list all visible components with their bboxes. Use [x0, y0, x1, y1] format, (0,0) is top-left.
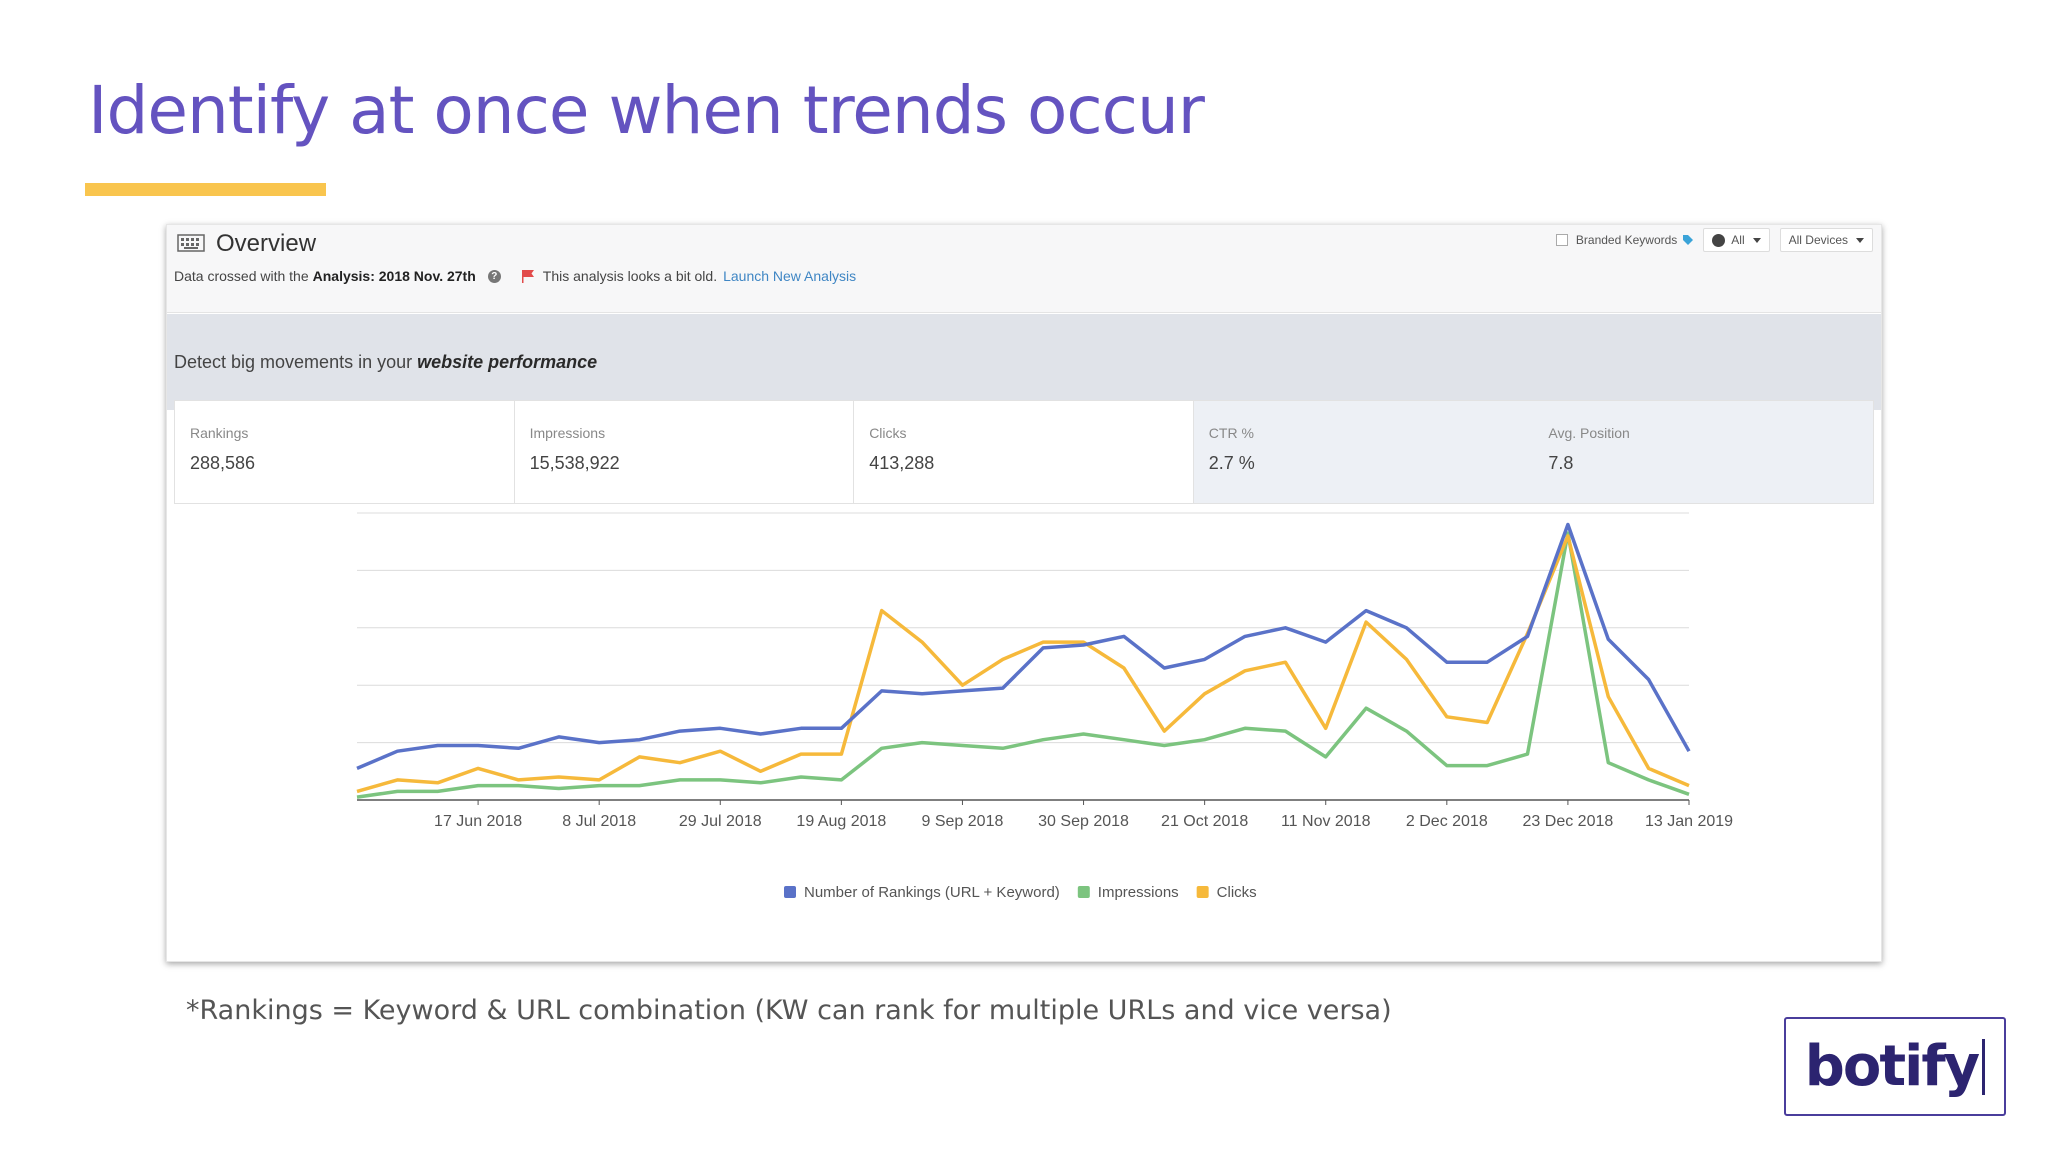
- legend-label: Number of Rankings (URL + Keyword): [804, 884, 1060, 901]
- metric-value: 288,586: [190, 453, 256, 473]
- metric-ctr[interactable]: CTR % 2.7 %: [1193, 401, 1534, 503]
- x-tick-label: 13 Jan 2019: [1645, 813, 1733, 830]
- metrics-row: Rankings 288,586 Impressions 15,538,922 …: [174, 400, 1874, 504]
- keyboard-icon: [177, 234, 205, 252]
- old-analysis-warning: This analysis looks a bit old.: [542, 268, 718, 284]
- metric-label: CTR %: [1208, 425, 1254, 441]
- devices-dropdown[interactable]: All Devices: [1779, 228, 1873, 252]
- globe-icon: [1712, 233, 1726, 247]
- footnote: *Rankings = Keyword & URL combination (K…: [186, 995, 1392, 1026]
- devices-value: All Devices: [1788, 233, 1848, 247]
- country-value: All: [1731, 233, 1745, 247]
- branded-keywords-checkbox[interactable]: [1555, 234, 1568, 246]
- section-heading-prefix: Detect big movements in your: [174, 352, 413, 372]
- metric-rankings[interactable]: Rankings 288,586: [175, 401, 515, 503]
- legend-label: Impressions: [1098, 884, 1179, 901]
- overview-panel: Overview Data crossed with the Analysis:…: [166, 224, 1882, 962]
- x-tick-label: 8 Jul 2018: [562, 813, 636, 830]
- data-prefix: Data crossed with the: [174, 268, 309, 284]
- legend-swatch: [1077, 886, 1090, 898]
- x-tick-label: 11 Nov 2018: [1281, 813, 1371, 830]
- x-tick-label: 29 Jul 2018: [679, 813, 762, 830]
- tag-icon: [1683, 235, 1694, 245]
- filter-controls: Branded Keywords All All Devices: [1555, 225, 1873, 255]
- trend-line-chart: 17 Jun 2018 8 Jul 2018 29 Jul 2018 19 Aug 2…: [356, 512, 1733, 901]
- overview-title: Overview: [216, 230, 317, 257]
- chevron-down-icon: [1856, 237, 1864, 243]
- country-dropdown[interactable]: All: [1703, 228, 1770, 252]
- branded-keywords-label: Branded Keywords: [1575, 233, 1678, 247]
- metric-label: Clicks: [869, 425, 907, 441]
- x-tick-label: 19 Aug 2018: [796, 813, 886, 830]
- x-tick-label: 21 Oct 2018: [1161, 813, 1248, 830]
- x-tick-label: 9 Sep 2018: [922, 813, 1004, 830]
- section-band: [167, 314, 1881, 410]
- x-tick-label: 23 Dec 2018: [1523, 813, 1614, 830]
- metric-value: 15,538,922: [529, 453, 620, 473]
- metric-value: 413,288: [869, 453, 935, 473]
- analysis-info: Data crossed with the Analysis: 2018 Nov…: [174, 268, 856, 284]
- slide-title: Identify at once when trends occur: [88, 72, 1205, 149]
- series-line-number-of-rankings-url-keyword: [356, 522, 1691, 771]
- legend-swatch: [1196, 886, 1209, 898]
- help-icon[interactable]: ?: [487, 269, 501, 283]
- x-tick-label: 30 Sep 2018: [1038, 813, 1129, 830]
- metric-label: Avg. Position: [1548, 425, 1630, 441]
- legend-swatch: [784, 886, 796, 898]
- x-tick-label: 2 Dec 2018: [1406, 813, 1488, 830]
- metric-clicks[interactable]: Clicks 413,288: [854, 401, 1194, 503]
- x-tick-label: 17 Jun 2018: [434, 813, 522, 830]
- chevron-down-icon: [1752, 237, 1761, 243]
- title-accent-bar: [85, 183, 326, 196]
- metric-impressions[interactable]: Impressions 15,538,922: [515, 401, 855, 503]
- metric-avg-position[interactable]: Avg. Position 7.8: [1533, 401, 1873, 503]
- metric-value: 2.7 %: [1208, 453, 1255, 473]
- logo-text: botify: [1804, 1034, 1980, 1099]
- section-heading-emphasis: website performance: [417, 352, 598, 372]
- botify-logo: botify: [1784, 1017, 2006, 1116]
- legend-label: Clicks: [1217, 884, 1257, 901]
- series-line-impressions: [356, 531, 1690, 799]
- analysis-date: Analysis: 2018 Nov. 27th: [312, 268, 476, 284]
- flag-icon: [521, 270, 534, 283]
- metric-value: 7.8: [1548, 453, 1574, 473]
- metric-label: Rankings: [190, 425, 249, 441]
- series-line-clicks: [356, 534, 1690, 794]
- logo-cursor: [1982, 1038, 1986, 1095]
- section-heading: Detect big movements in your website per…: [174, 352, 597, 373]
- metric-label: Impressions: [529, 425, 606, 441]
- launch-new-analysis-link[interactable]: Launch New Analysis: [723, 268, 857, 284]
- panel-header: Overview Data crossed with the Analysis:…: [167, 225, 1881, 313]
